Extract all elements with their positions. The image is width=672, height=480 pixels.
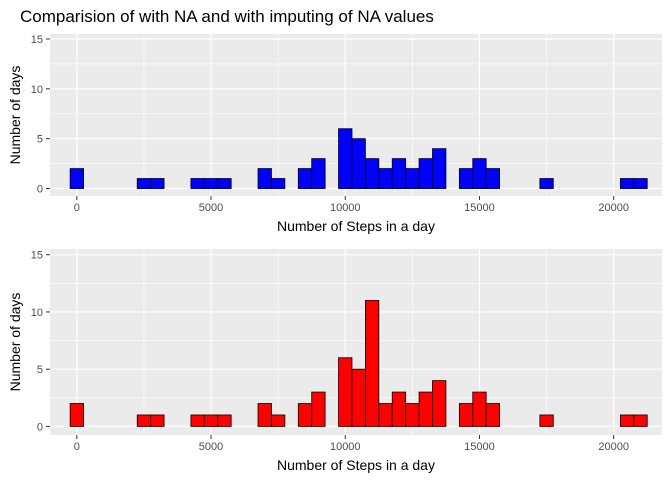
histogram-bar: [472, 158, 487, 189]
histogram-bar: [378, 168, 393, 189]
histogram-bar: [190, 414, 205, 427]
x-tick-label: 15000: [464, 441, 495, 453]
x-tick-label: 10000: [330, 202, 361, 214]
histogram-bar: [539, 414, 554, 427]
histogram-bar: [338, 128, 353, 189]
histogram-bar: [391, 391, 407, 427]
histogram-bar: [136, 414, 152, 427]
histogram-bar: [405, 403, 420, 427]
x-axis-title: Number of Steps in a day: [277, 218, 435, 234]
panels: 0 5000 10000 15000 20000 0 5 10 15 Number of Step…: [7, 34, 662, 473]
histogram-bar: [271, 414, 286, 427]
histogram-bar: [311, 158, 326, 189]
y-tick-label: 5: [37, 134, 43, 146]
x-axis-title: Number of Steps in a day: [277, 457, 435, 473]
x-tick-label: 5000: [199, 441, 223, 453]
y-axis-title: Number of days: [7, 66, 23, 165]
histogram-bar: [271, 178, 286, 189]
histogram-bar: [69, 168, 84, 189]
y-tick-label: 0: [37, 184, 43, 196]
x-tick-label: 15000: [464, 202, 495, 214]
histogram-bar: [472, 391, 487, 427]
histogram-bar: [405, 168, 420, 189]
histogram-bar: [619, 414, 635, 427]
y-tick-label: 0: [37, 421, 43, 433]
x-tick-label: 20000: [598, 441, 629, 453]
histogram-bar: [458, 403, 474, 427]
histogram-bar: [364, 158, 380, 189]
panel-top: 0 5000 10000 15000 20000 0 5 10 15 Number of Step…: [7, 34, 662, 234]
histogram-bar: [150, 178, 165, 189]
histogram-bar: [539, 178, 554, 189]
histogram-bar: [364, 300, 380, 427]
y-tick-label: 5: [37, 364, 43, 376]
histogram-bar: [338, 357, 353, 427]
y-tick-label: 15: [31, 250, 43, 262]
histogram-bar: [217, 414, 232, 427]
histogram-bar: [391, 158, 407, 189]
x-tick-label: 0: [74, 202, 80, 214]
histogram-bar: [190, 178, 205, 189]
histogram-bar: [633, 178, 648, 189]
histogram-bar: [150, 414, 165, 427]
histogram-bar: [257, 403, 272, 427]
histogram-bar: [297, 168, 313, 189]
y-tick-label: 10: [31, 307, 43, 319]
histogram-bar: [351, 368, 366, 427]
histogram-bar: [633, 414, 648, 427]
panel-bottom: 0 5000 10000 15000 20000 0 5 10 15 Number of Step…: [7, 249, 662, 473]
histogram-bar: [203, 178, 219, 189]
histogram-bar: [432, 380, 447, 427]
y-tick-label: 10: [31, 84, 43, 96]
histogram-bar: [69, 403, 84, 427]
histogram-bar: [458, 168, 474, 189]
x-tick-label: 0: [74, 441, 80, 453]
histogram-bar: [485, 168, 501, 189]
histogram-bar: [217, 178, 232, 189]
y-axis-title: Number of days: [7, 293, 23, 392]
histogram-bar: [136, 178, 152, 189]
histogram-bar: [351, 138, 366, 189]
histogram-bar: [297, 403, 313, 427]
x-tick-label: 20000: [598, 202, 629, 214]
chart-title: Comparision of with NA and with imputing…: [20, 7, 434, 26]
histogram-bar: [418, 391, 433, 427]
x-tick-label: 10000: [330, 441, 361, 453]
x-tick-label: 5000: [199, 202, 223, 214]
histogram-bar: [203, 414, 219, 427]
histogram-bar: [418, 158, 433, 189]
histogram-bar: [378, 403, 393, 427]
histogram-bar: [311, 391, 326, 427]
histogram-bar: [432, 148, 447, 189]
histogram-bar: [485, 403, 501, 427]
y-tick-label: 15: [31, 34, 43, 46]
histogram-bar: [619, 178, 635, 189]
histogram-bar: [257, 168, 272, 189]
